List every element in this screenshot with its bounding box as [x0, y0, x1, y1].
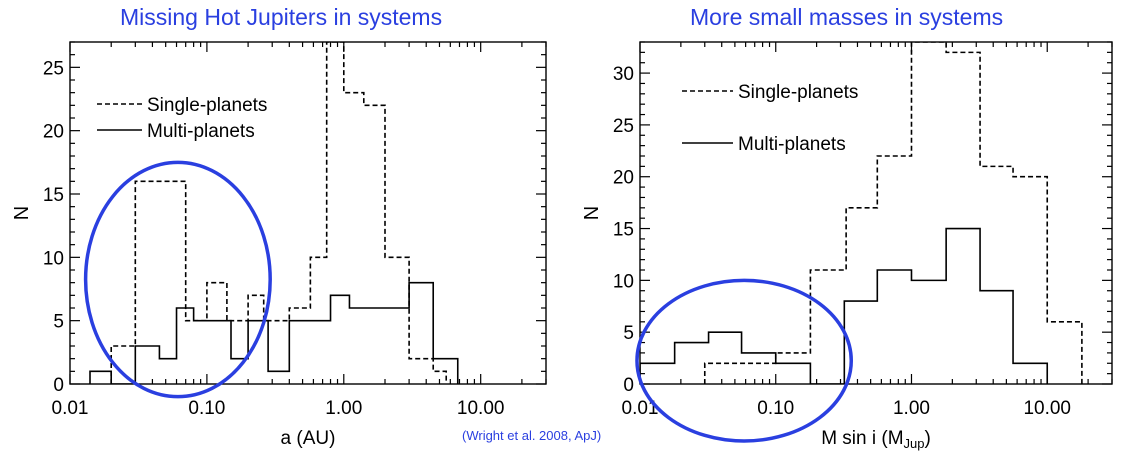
- citation: (Wright et al. 2008, ApJ): [462, 428, 602, 443]
- x-tick-label: 0.10: [188, 398, 225, 419]
- legend-label: Multi-planets: [147, 121, 255, 142]
- x-tick-label: 0.10: [757, 398, 794, 419]
- histogram-single-planets: [110, 42, 448, 384]
- x-tick-label: 10.00: [457, 398, 505, 419]
- histogram-multi-planets: [89, 281, 459, 384]
- y-axis-label: N: [11, 206, 33, 220]
- left-chart-title: Missing Hot Jupiters in systems: [120, 4, 443, 30]
- series-group: [640, 42, 1083, 384]
- histogram-multi-planets: [640, 227, 1049, 384]
- x-axis-label: a (AU): [281, 428, 336, 449]
- y-tick-label: 0: [623, 375, 634, 396]
- x-tick-label: 1.00: [325, 398, 362, 419]
- highlight-ellipse: [635, 278, 854, 443]
- y-axis-label: N: [581, 206, 603, 220]
- y-tick-label: 0: [53, 375, 64, 396]
- y-tick-label: 30: [613, 64, 634, 85]
- legend-label: Multi-planets: [738, 134, 846, 155]
- right-chart-title: More small masses in systems: [690, 4, 1004, 30]
- y-tick-label: 10: [613, 271, 634, 292]
- x-axis-label-tail: ): [924, 428, 930, 449]
- y-tick-label: 10: [43, 248, 64, 269]
- x-tick-label: 1.00: [893, 398, 930, 419]
- y-tick-label: 5: [623, 323, 634, 344]
- plot-frame: [639, 41, 1113, 385]
- series-group: [89, 42, 459, 384]
- chart-semimajor-axis: 0.01 0.10 1.00 10.00 0 5 10 15 20 25 a (AU) N Single…: [11, 41, 547, 449]
- y-tick-label: 15: [613, 220, 634, 241]
- x-tick-label: 0.01: [52, 398, 89, 419]
- plot-frame: [69, 41, 547, 385]
- y-tick-label: 5: [53, 312, 64, 333]
- x-tick-label: 10.00: [1023, 398, 1071, 419]
- y-tick-label: 20: [43, 122, 64, 143]
- legend-label: Single-planets: [738, 82, 858, 103]
- histogram-single-planets: [703, 42, 1083, 384]
- chart-minimum-mass: 0.01 0.10 1.00 10.00 0 5 10 15 20 25 30 M sin i (MJ…: [581, 41, 1113, 451]
- y-tick-label: 20: [613, 168, 634, 189]
- highlight-ellipse: [83, 160, 272, 399]
- x-axis-label: M sin i (MJup): [821, 428, 931, 451]
- x-axis-label-subscript: Jup: [904, 436, 925, 451]
- y-tick-label: 15: [43, 185, 64, 206]
- y-tick-label: 25: [43, 58, 64, 79]
- x-tick-label: 0.01: [622, 398, 659, 419]
- legend-label: Single-planets: [147, 95, 267, 116]
- y-tick-label: 25: [613, 116, 634, 137]
